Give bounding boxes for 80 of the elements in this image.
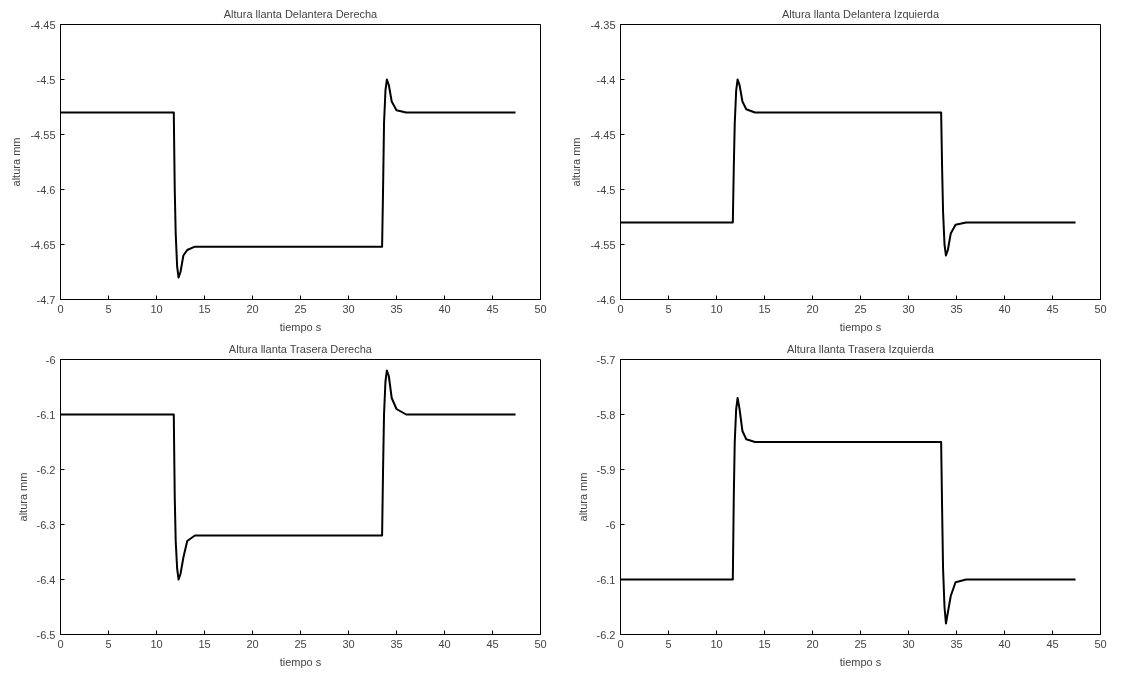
x-tick-label: 0 — [617, 302, 624, 315]
x-axis-title: tiempo s — [839, 655, 882, 668]
y-tick-label: -6.1 — [36, 408, 56, 421]
x-tick-label: 45 — [486, 302, 499, 315]
y-tick-label: -4.55 — [590, 238, 616, 251]
x-tick-label: 25 — [854, 302, 867, 315]
chart-title: Altura llanta Delantera Derecha — [223, 7, 379, 20]
y-tick-label: -4.7 — [36, 293, 56, 306]
x-tick-label: 30 — [902, 302, 915, 315]
x-tick-label: 20 — [246, 302, 259, 315]
x-tick-label: 20 — [246, 637, 259, 650]
x-tick-label: 40 — [438, 637, 451, 650]
x-tick-label: 45 — [1046, 302, 1059, 315]
x-tick-label: 50 — [534, 637, 547, 650]
x-tick-label: 35 — [950, 637, 963, 650]
x-tick-label: 40 — [998, 302, 1011, 315]
y-axis-title: altura mm — [16, 472, 29, 522]
x-tick-label: 50 — [534, 302, 547, 315]
x-axis-title: tiempo s — [839, 320, 882, 333]
y-tick-label: -4.45 — [30, 18, 56, 31]
x-tick-label: 5 — [665, 302, 672, 315]
x-tick-label: 5 — [105, 302, 112, 315]
y-axis-title: altura mm — [570, 137, 583, 187]
y-tick-label: -4.4 — [596, 73, 616, 86]
chart-title: Altura llanta Trasera Derecha — [228, 342, 373, 355]
y-tick-label: -5.9 — [596, 463, 616, 476]
y-tick-label: -6.5 — [36, 628, 56, 641]
x-tick-label: 30 — [342, 302, 355, 315]
y-tick-label: -6.2 — [596, 628, 616, 641]
x-tick-label: 35 — [950, 302, 963, 315]
x-tick-label: 20 — [806, 637, 819, 650]
y-tick-label: -6.1 — [596, 573, 616, 586]
x-tick-label: 15 — [198, 637, 211, 650]
x-tick-label: 0 — [617, 637, 624, 650]
x-axis-title: tiempo s — [279, 655, 322, 668]
x-tick-label: 45 — [1046, 637, 1059, 650]
y-tick-label: -4.65 — [30, 238, 56, 251]
x-tick-label: 35 — [390, 302, 403, 315]
x-tick-label: 30 — [902, 637, 915, 650]
y-tick-label: -4.6 — [596, 293, 616, 306]
x-tick-label: 10 — [710, 302, 723, 315]
chart-title: Altura llanta Delantera Izquierda — [781, 7, 940, 20]
x-tick-label: 0 — [57, 302, 64, 315]
x-tick-label: 50 — [1094, 302, 1107, 315]
y-tick-label: -6 — [605, 518, 616, 531]
x-tick-label: 25 — [294, 637, 307, 650]
x-tick-label: 10 — [150, 637, 163, 650]
y-tick-label: -6.4 — [36, 573, 56, 586]
x-tick-label: 15 — [758, 302, 771, 315]
x-tick-label: 20 — [806, 302, 819, 315]
y-tick-label: -6.3 — [36, 518, 56, 531]
y-tick-label: -4.35 — [590, 18, 616, 31]
x-tick-label: 5 — [105, 637, 112, 650]
y-tick-label: -4.5 — [596, 183, 616, 196]
x-tick-label: 25 — [854, 637, 867, 650]
x-axis-title: tiempo s — [279, 320, 322, 333]
y-tick-label: -6 — [45, 353, 56, 366]
x-tick-label: 15 — [758, 637, 771, 650]
x-tick-label: 50 — [1094, 637, 1107, 650]
x-tick-label: 10 — [710, 637, 723, 650]
x-tick-label: 10 — [150, 302, 163, 315]
x-tick-label: 15 — [198, 302, 211, 315]
y-tick-label: -5.7 — [596, 353, 616, 366]
x-tick-label: 40 — [438, 302, 451, 315]
x-tick-label: 30 — [342, 637, 355, 650]
y-axis-title: altura mm — [10, 137, 23, 187]
chart-title: Altura llanta Trasera Izquierda — [787, 342, 935, 355]
x-tick-label: 25 — [294, 302, 307, 315]
x-tick-label: 35 — [390, 637, 403, 650]
y-tick-label: -5.8 — [596, 408, 616, 421]
y-tick-label: -4.6 — [36, 183, 56, 196]
x-tick-label: 40 — [998, 637, 1011, 650]
x-tick-label: 5 — [665, 637, 672, 650]
y-tick-label: -4.55 — [30, 128, 56, 141]
x-tick-label: 0 — [57, 637, 64, 650]
y-tick-label: -4.45 — [590, 128, 616, 141]
y-tick-label: -6.2 — [36, 463, 56, 476]
y-axis-title: altura mm — [576, 472, 589, 522]
y-tick-label: -4.5 — [36, 73, 56, 86]
x-tick-label: 45 — [486, 637, 499, 650]
